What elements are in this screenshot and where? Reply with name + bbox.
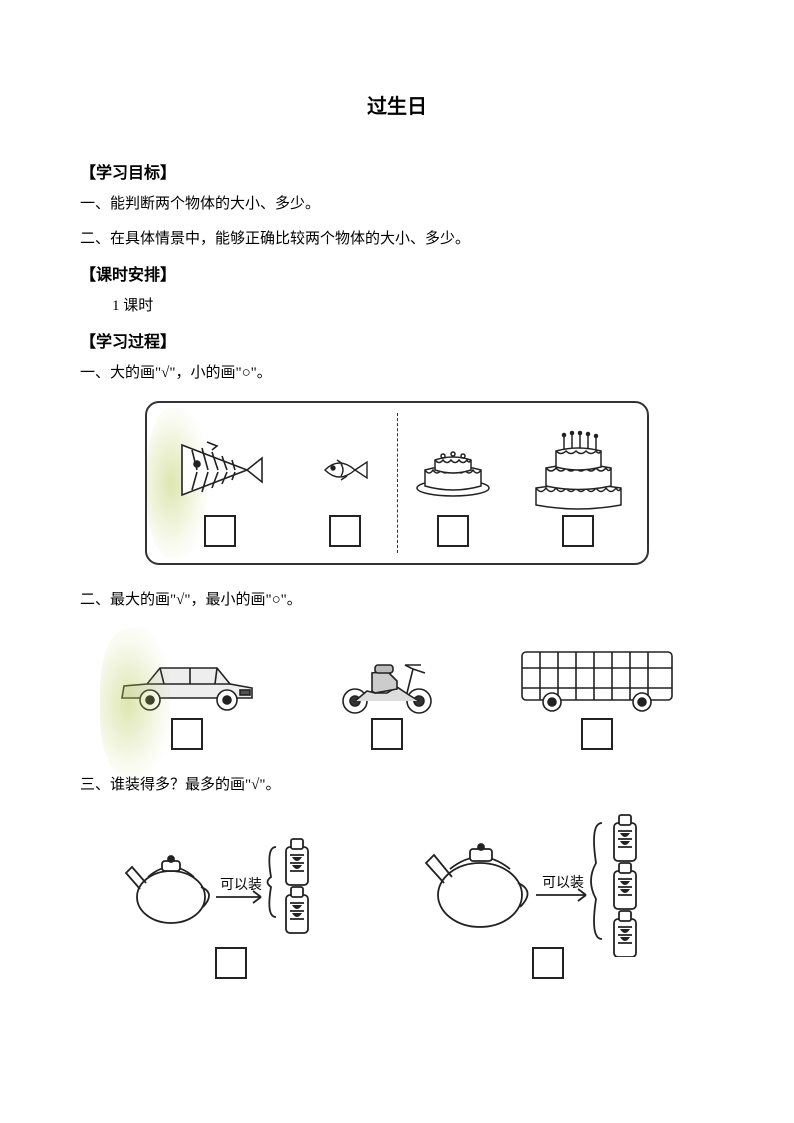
scooter-icon: [327, 628, 447, 718]
exercise-1-prompt: 一、大的画"√"，小的画"○"。: [80, 360, 714, 387]
item-small-cake: [413, 425, 493, 547]
item-big-cake: [526, 425, 631, 547]
item-scooter: [327, 628, 447, 750]
schedule-text: 1 课时: [80, 293, 714, 320]
answer-box[interactable]: [171, 718, 203, 750]
small-cake-icon: [413, 425, 493, 515]
item-car: [112, 628, 262, 750]
schedule-header: 【课时安排】: [80, 261, 714, 285]
item-bus: [512, 628, 682, 750]
kettle-2-bottles-icon: 可以装: [116, 817, 346, 947]
answer-box[interactable]: [215, 947, 247, 979]
can-fill-label: 可以装: [542, 875, 584, 891]
item-kettle-2: 可以装: [116, 817, 346, 979]
bus-icon: [512, 628, 682, 718]
objectives-header: 【学习目标】: [80, 159, 714, 183]
exercise-1-frame: [145, 401, 649, 565]
big-fish-icon: [172, 425, 267, 515]
answer-box[interactable]: [204, 515, 236, 547]
page-title: 过生日: [80, 90, 714, 119]
small-fish-icon: [317, 425, 372, 515]
answer-box[interactable]: [437, 515, 469, 547]
exercise-2: [80, 628, 714, 750]
big-cake-icon: [526, 425, 631, 515]
exercise-2-prompt: 二、最大的画"√"，最小的画"○"。: [80, 587, 714, 614]
answer-box[interactable]: [532, 947, 564, 979]
objective-1: 一、能判断两个物体的大小、多少。: [80, 191, 714, 218]
answer-box[interactable]: [329, 515, 361, 547]
process-header: 【学习过程】: [80, 328, 714, 352]
answer-box[interactable]: [581, 718, 613, 750]
item-small-fish: [317, 425, 372, 547]
kettle-3-bottles-icon: 可以装: [418, 817, 678, 947]
item-big-fish: [172, 425, 267, 547]
exercise-1: [80, 401, 714, 565]
can-fill-label: 可以装: [220, 877, 262, 893]
exercise-3-prompt: 三、谁装得多？最多的画"√"。: [80, 772, 714, 799]
car-icon: [112, 628, 262, 718]
answer-box[interactable]: [562, 515, 594, 547]
answer-box[interactable]: [371, 718, 403, 750]
exercise-3: 可以装: [80, 817, 714, 979]
objective-2: 二、在具体情景中，能够正确比较两个物体的大小、多少。: [80, 226, 714, 253]
item-kettle-3: 可以装: [418, 817, 678, 979]
